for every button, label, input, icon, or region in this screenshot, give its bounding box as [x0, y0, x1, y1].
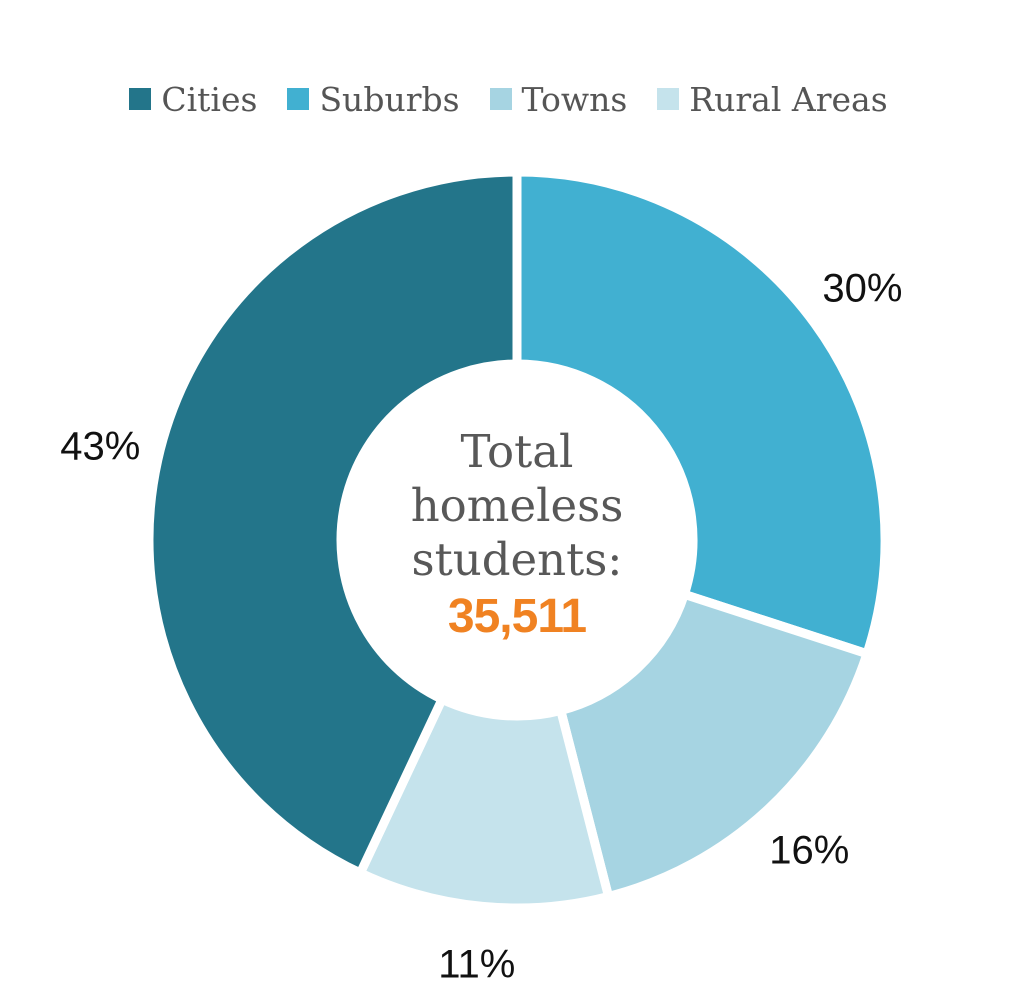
legend-item-rural-areas: Rural Areas — [657, 79, 888, 119]
slice-suburbs — [512, 167, 890, 660]
slice-label-suburbs: 30% — [822, 266, 903, 311]
legend-swatch-cities — [129, 88, 152, 110]
legend-swatch-suburbs — [287, 88, 310, 110]
legend-label-towns: Towns — [521, 79, 628, 119]
legend-label-suburbs: Suburbs — [319, 79, 460, 119]
slice-label-towns: 16% — [769, 828, 850, 873]
legend-label-cities: Cities — [161, 79, 258, 119]
slice-label-cities: 43% — [60, 424, 141, 469]
legend-label-rural-areas: Rural Areas — [689, 79, 888, 119]
slice-label-rural-areas: 11% — [438, 942, 516, 987]
total-homeless-students-value: 35,511 — [447, 590, 587, 643]
slice-towns — [555, 588, 873, 902]
legend-item-suburbs: Suburbs — [287, 79, 460, 119]
donut-center-text: Total homeless students: 35,511 — [367, 425, 667, 647]
legend-item-cities: Cities — [129, 83, 257, 116]
center-text-line-3: students: — [411, 533, 623, 586]
center-text-line-1: Total — [460, 425, 574, 478]
legend-swatch-towns — [489, 88, 512, 110]
center-text-line-2: homeless — [410, 479, 624, 532]
slice-cities — [144, 167, 522, 879]
legend-item-towns: Towns — [489, 79, 628, 119]
legend-swatch-rural-areas — [657, 88, 680, 110]
chart-legend: Cities Suburbs Towns Rural Areas — [0, 74, 1013, 124]
